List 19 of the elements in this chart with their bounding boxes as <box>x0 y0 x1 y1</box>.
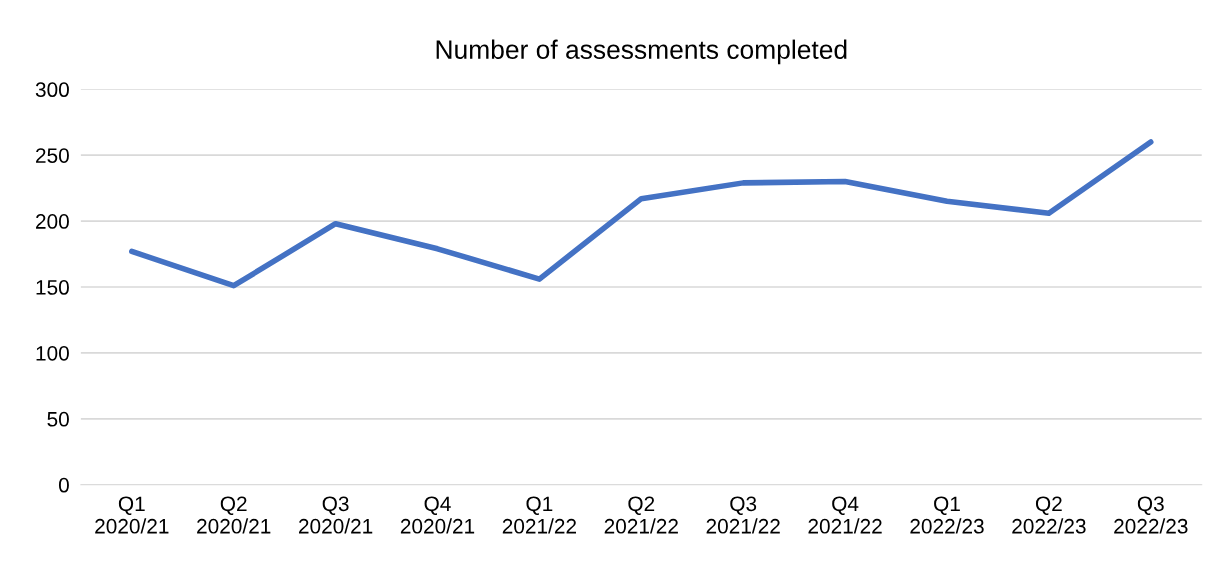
y-tick-label: 50 <box>47 411 69 427</box>
y-tick-label: 100 <box>36 345 69 361</box>
x-tick-label: Q2 2022/23 <box>1012 496 1086 534</box>
y-tick-label: 0 <box>58 477 69 493</box>
y-tick-label: 150 <box>36 280 69 295</box>
y-tick-label: 300 <box>35 82 69 98</box>
x-tick-label: Q3 2021/22 <box>706 496 780 534</box>
x-tick-label: Q2 2021/22 <box>604 496 678 534</box>
x-tick-label: Q4 2021/22 <box>808 496 882 534</box>
y-tick-label: 200 <box>36 214 69 229</box>
x-tick-label: Q3 2020/21 <box>298 496 373 534</box>
y-tick-label: 250 <box>36 148 69 163</box>
x-tick-label: Q1 2022/23 <box>910 496 984 534</box>
x-tick-label: Q4 2020/21 <box>400 496 475 534</box>
x-tick-label: Q1 2021/22 <box>502 496 576 534</box>
chart-title: Number of assessments completed <box>436 39 847 65</box>
x-tick-label: Q1 2020/21 <box>95 496 169 534</box>
x-tick-label: Q2 2020/21 <box>197 496 271 534</box>
x-tick-label: Q3 2022/23 <box>1114 496 1188 534</box>
